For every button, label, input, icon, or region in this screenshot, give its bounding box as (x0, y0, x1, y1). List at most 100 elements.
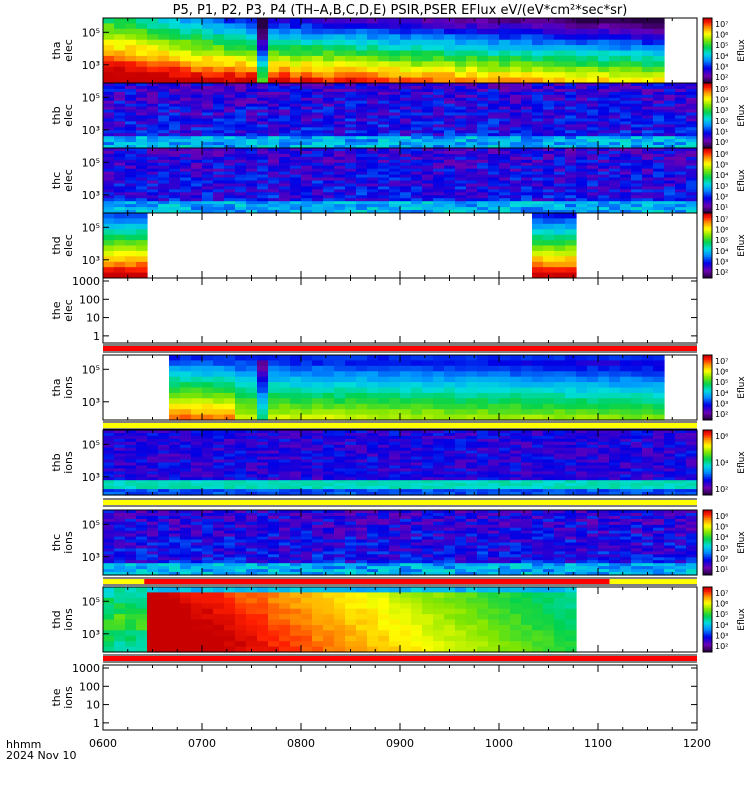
spectrogram-cell (312, 210, 324, 214)
spectrogram-cell (477, 183, 489, 188)
spectrogram-cell (169, 61, 181, 68)
colorbar-swatch (703, 410, 712, 413)
spectrogram-cell (114, 145, 126, 149)
spectrogram-cell (125, 480, 137, 484)
spectrogram-cell (268, 398, 280, 405)
spectrogram-cell (136, 201, 148, 205)
spectrogram-cell (356, 133, 368, 137)
spectrogram-cell (257, 447, 269, 452)
spectrogram-cell (642, 365, 654, 372)
spectrogram-cell (224, 130, 236, 134)
spectrogram-cell (246, 91, 258, 96)
spectrogram-cell (169, 459, 181, 464)
spectrogram-cell (191, 382, 203, 389)
colorbar-swatch (703, 408, 712, 411)
spectrogram-cell (235, 142, 247, 146)
spectrogram-cell (422, 435, 434, 440)
colorbar-swatch (703, 195, 712, 198)
spectrogram-cell (169, 91, 181, 96)
spectrogram-cell (169, 115, 181, 120)
spectrogram-cell (158, 100, 170, 105)
spectrogram-cell (488, 127, 500, 131)
colorbar-swatch (703, 407, 712, 410)
spectrogram-cell (686, 91, 698, 96)
spectrogram-cell (389, 106, 401, 111)
spectrogram-cell (224, 121, 236, 125)
spectrogram-cell (653, 118, 665, 123)
spectrogram-cell (158, 486, 170, 490)
spectrogram-cell (653, 403, 665, 410)
spectrogram-cell (158, 112, 170, 117)
spectrogram-cell (257, 204, 269, 208)
spectrogram-cell (642, 121, 654, 125)
spectrogram-cell (411, 382, 423, 389)
spectrogram-cell (323, 204, 335, 208)
spectrogram-cell (576, 139, 588, 143)
spectrogram-cell (598, 174, 610, 179)
spectrogram-cell (598, 151, 610, 155)
spectrogram-cell (268, 474, 280, 478)
spectrogram-cell (180, 177, 192, 182)
spectrogram-cell (433, 465, 445, 470)
colorbar-swatch (703, 107, 712, 110)
spectrogram-cell (378, 115, 390, 120)
spectrogram-cell (169, 201, 181, 205)
spectrogram-cell (642, 124, 654, 128)
spectrogram-cell (576, 183, 588, 188)
spectrogram-cell (356, 360, 368, 367)
colorbar-swatch (703, 356, 712, 359)
spectrogram-cell (103, 72, 115, 79)
spectrogram-cell (554, 136, 566, 140)
spectrogram-cell (466, 198, 478, 202)
spectrogram-cell (444, 453, 456, 458)
spectrogram-cell (532, 256, 544, 263)
spectrogram-cell (455, 153, 467, 158)
spectrogram-cell (554, 192, 566, 196)
spectrogram-cell (466, 28, 478, 35)
y-tick-label: 1000 (72, 275, 100, 288)
spectrogram-cell (345, 124, 357, 128)
colorbar-swatch (703, 74, 712, 77)
spectrogram-cell (224, 371, 236, 378)
spectrogram-cell (433, 186, 445, 190)
spectrogram-cell (543, 174, 555, 179)
spectrogram-cell (312, 109, 324, 114)
spectrogram-cell (356, 153, 368, 158)
spectrogram-cell (620, 174, 632, 179)
spectrogram-cell (631, 409, 643, 416)
spectrogram-cell (664, 201, 676, 205)
spectrogram-cell (444, 195, 456, 199)
spectrogram-cell (554, 23, 566, 30)
spectrogram-cell (411, 435, 423, 440)
spectrogram-cell (675, 88, 687, 93)
spectrogram-cell (268, 156, 280, 161)
spectrogram-cell (312, 480, 324, 484)
spectrogram-cell (136, 207, 148, 211)
colorbar-swatch (703, 180, 712, 183)
spectrogram-cell (235, 447, 247, 452)
spectrogram-cell (532, 403, 544, 410)
spectrogram-cell (686, 83, 698, 87)
spectrogram-cell (477, 174, 489, 179)
spectrogram-cell (103, 112, 115, 117)
spectrogram-cell (125, 441, 137, 446)
spectrogram-cell (576, 148, 588, 152)
spectrogram-cell (422, 477, 434, 481)
spectrogram-cell (235, 183, 247, 188)
spectrogram-cell (213, 112, 225, 117)
spectrogram-cell (367, 153, 379, 158)
spectrogram-cell (664, 171, 676, 176)
spectrogram-cell (642, 180, 654, 185)
spectrogram-cell (334, 77, 346, 84)
spectrogram-cell (642, 360, 654, 367)
spectrogram-cell (433, 83, 445, 87)
colorbar-tick-label: 10² (715, 192, 728, 201)
spectrogram-cell (598, 177, 610, 182)
spectrogram-cell (345, 474, 357, 478)
spectrogram-cell (180, 139, 192, 143)
colorbar-swatch (703, 208, 712, 211)
spectrogram-cell (136, 444, 148, 449)
spectrogram-cell (620, 72, 632, 79)
spectrogram-cell (312, 97, 324, 102)
spectrogram-cell (356, 118, 368, 123)
